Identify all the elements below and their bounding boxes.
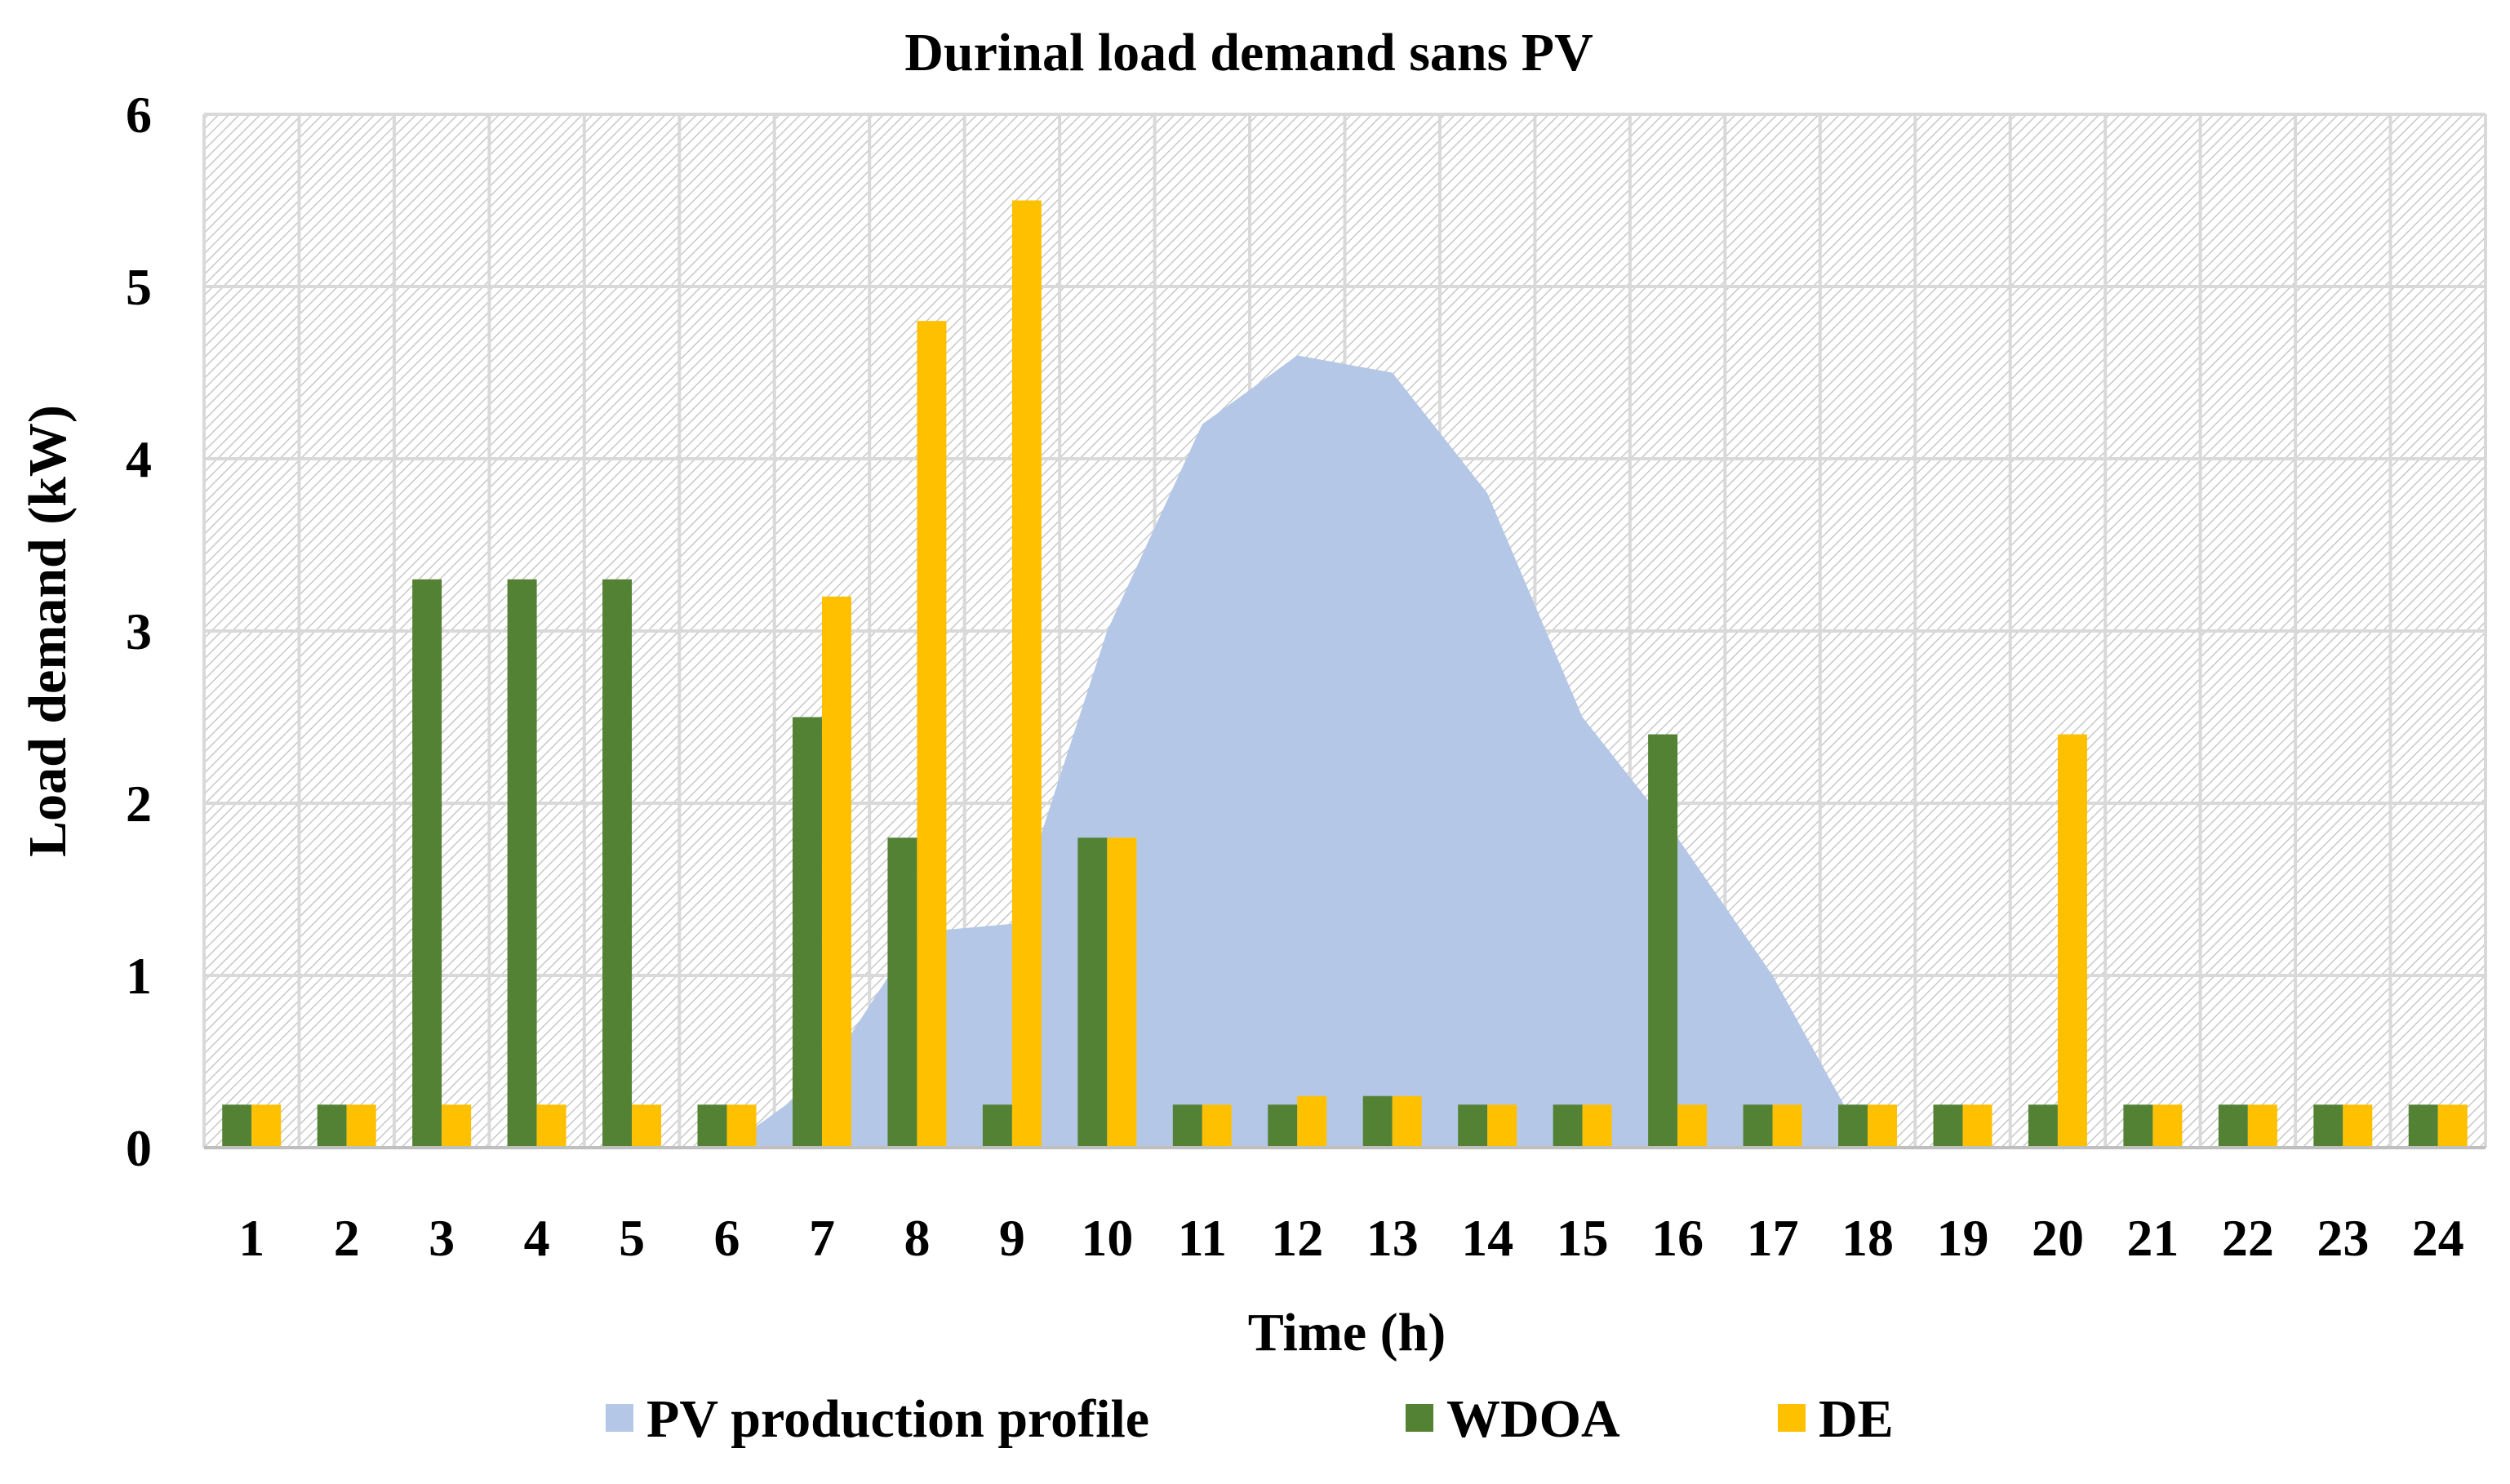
x-tick-label: 15 <box>1557 1209 1609 1267</box>
x-tick-label: 3 <box>429 1209 455 1267</box>
bar-de-1 <box>251 1104 282 1148</box>
x-tick-label: 17 <box>1747 1209 1799 1267</box>
bar-de-24 <box>2437 1104 2468 1148</box>
chart-title: Durinal load demand sans PV <box>904 23 1593 82</box>
bar-wdoa-8 <box>887 838 917 1148</box>
bar-wdoa-20 <box>2028 1104 2058 1148</box>
y-tick-labels: 0 1 2 3 4 5 6 <box>126 86 152 1177</box>
legend-swatch-wdoa <box>1406 1404 1433 1432</box>
y-tick-label: 6 <box>126 86 152 144</box>
bar-wdoa-10 <box>1077 838 1108 1148</box>
bar-de-20 <box>2057 734 2087 1148</box>
x-tick-label: 22 <box>2222 1209 2274 1267</box>
bar-wdoa-9 <box>982 1104 1012 1148</box>
y-tick-label: 2 <box>126 775 152 833</box>
bar-wdoa-6 <box>697 1104 727 1148</box>
bar-marks <box>222 200 2468 1148</box>
bar-de-17 <box>1772 1104 1802 1148</box>
y-tick-label: 1 <box>126 947 152 1005</box>
bar-de-22 <box>2247 1104 2277 1148</box>
bar-wdoa-2 <box>317 1104 347 1148</box>
x-tick-label: 14 <box>1461 1209 1513 1267</box>
bar-de-9 <box>1011 200 1042 1148</box>
bar-wdoa-21 <box>2123 1104 2153 1148</box>
bar-de-4 <box>536 1104 566 1148</box>
bar-de-7 <box>821 596 851 1148</box>
x-tick-label: 13 <box>1366 1209 1419 1267</box>
y-tick-label: 0 <box>126 1119 152 1177</box>
legend-swatch-pv-production-profile <box>606 1404 633 1432</box>
x-tick-label: 2 <box>334 1209 360 1267</box>
bar-wdoa-24 <box>2408 1104 2438 1148</box>
pv-production-area <box>251 355 2438 1148</box>
bar-de-15 <box>1582 1104 1612 1148</box>
legend-label-pv-production-profile: PV production profile <box>646 1389 1149 1449</box>
bar-wdoa-7 <box>792 717 822 1148</box>
bar-de-14 <box>1487 1104 1517 1148</box>
x-tick-label: 19 <box>1936 1209 1988 1267</box>
x-tick-label: 20 <box>2032 1209 2084 1267</box>
bar-de-21 <box>2152 1104 2183 1148</box>
bar-wdoa-3 <box>412 579 442 1148</box>
bar-wdoa-12 <box>1268 1104 1298 1148</box>
y-axis-title: Load demand (kW) <box>18 405 78 857</box>
bar-de-12 <box>1297 1095 1327 1148</box>
bar-wdoa-23 <box>2313 1104 2343 1148</box>
x-tick-label: 11 <box>1178 1209 1227 1267</box>
bar-de-13 <box>1392 1095 1422 1148</box>
y-tick-label: 4 <box>126 430 152 488</box>
pv-area-layer <box>251 355 2438 1148</box>
bar-de-23 <box>2343 1104 2373 1148</box>
bar-de-3 <box>442 1104 472 1148</box>
bar-de-18 <box>1868 1104 1898 1148</box>
bar-de-19 <box>1962 1104 1992 1148</box>
x-axis-title: Time (h) <box>1248 1303 1446 1362</box>
x-tick-label: 9 <box>999 1209 1025 1267</box>
bar-wdoa-16 <box>1648 734 1678 1148</box>
bar-wdoa-5 <box>602 579 633 1148</box>
x-tick-label: 23 <box>2317 1209 2369 1267</box>
legend: PV production profile WDOA DE <box>606 1389 1894 1449</box>
x-tick-label: 7 <box>809 1209 835 1267</box>
x-tick-label: 16 <box>1651 1209 1704 1267</box>
y-tick-label: 3 <box>126 602 152 660</box>
legend-label-wdoa: WDOA <box>1446 1389 1620 1449</box>
bar-wdoa-18 <box>1838 1104 1868 1148</box>
bar-de-8 <box>917 321 947 1148</box>
x-tick-label: 12 <box>1271 1209 1323 1267</box>
bar-de-2 <box>346 1104 376 1148</box>
x-tick-label: 10 <box>1081 1209 1133 1267</box>
bar-de-16 <box>1677 1104 1708 1148</box>
bar-de-11 <box>1202 1104 1232 1148</box>
x-tick-label: 5 <box>619 1209 645 1267</box>
x-tick-label: 24 <box>2412 1209 2464 1267</box>
legend-swatch-de <box>1778 1404 1806 1432</box>
y-tick-label: 5 <box>126 258 152 316</box>
x-tick-label: 6 <box>714 1209 740 1267</box>
bar-wdoa-17 <box>1743 1104 1773 1148</box>
bar-wdoa-15 <box>1553 1104 1583 1148</box>
x-tick-label: 18 <box>1841 1209 1894 1267</box>
bar-wdoa-22 <box>2218 1104 2248 1148</box>
bar-wdoa-4 <box>507 579 537 1148</box>
bar-de-6 <box>726 1104 757 1148</box>
x-tick-label: 21 <box>2126 1209 2179 1267</box>
bar-wdoa-14 <box>1458 1104 1488 1148</box>
bar-wdoa-11 <box>1172 1104 1202 1148</box>
x-tick-label: 4 <box>524 1209 550 1267</box>
x-tick-label: 1 <box>238 1209 264 1267</box>
bar-de-10 <box>1107 838 1137 1148</box>
bar-wdoa-1 <box>222 1104 252 1148</box>
x-tick-labels: 1 2 3 4 5 6 7 8 9 10 11 12 13 14 15 16 17 18 19 20 21 22 23 24 <box>238 1209 2464 1267</box>
bar-wdoa-13 <box>1362 1095 1393 1148</box>
bar-wdoa-19 <box>1933 1104 1963 1148</box>
x-tick-label: 8 <box>904 1209 930 1267</box>
legend-label-de: DE <box>1819 1389 1894 1449</box>
bar-de-5 <box>632 1104 662 1148</box>
